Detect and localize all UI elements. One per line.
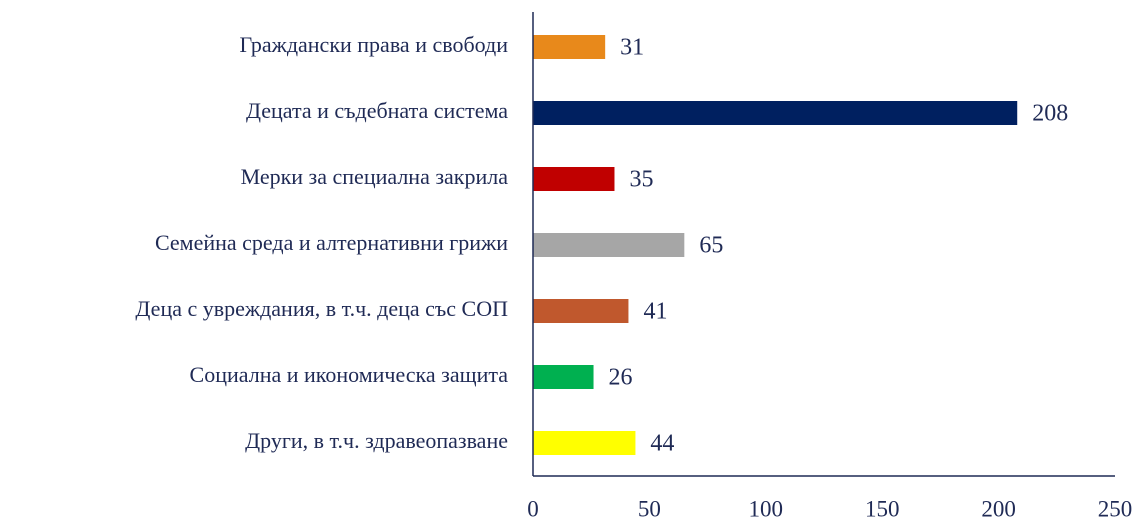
- value-label: 35: [629, 167, 653, 193]
- y-tick-label: Други, в т.ч. здравеопазване: [245, 428, 508, 453]
- x-tick-label: 250: [1098, 496, 1133, 521]
- value-label: 41: [643, 299, 667, 325]
- value-label: 44: [650, 431, 674, 457]
- y-tick-label: Граждански права и свободи: [240, 32, 509, 57]
- y-tick-label: Мерки за специална закрила: [241, 164, 509, 189]
- value-label: 26: [609, 365, 633, 391]
- y-tick-label: Деца с увреждания, в т.ч. деца със СОП: [135, 296, 508, 321]
- value-label: 65: [699, 233, 723, 259]
- x-tick-label: 100: [749, 496, 784, 521]
- bar: [533, 101, 1018, 125]
- bar: [533, 431, 636, 455]
- bar: [533, 35, 606, 59]
- bar: [533, 233, 685, 257]
- x-tick-label: 150: [865, 496, 900, 521]
- value-label: 31: [620, 35, 644, 61]
- x-tick-label: 200: [981, 496, 1016, 521]
- x-tick-label: 50: [638, 496, 661, 521]
- bar: [533, 167, 615, 191]
- y-tick-label: Социална и икономическа защита: [190, 362, 509, 387]
- bar: [533, 299, 629, 323]
- y-tick-label: Семейна среда и алтернативни грижи: [155, 230, 508, 255]
- bar: [533, 365, 594, 389]
- y-tick-label: Децата и съдебната система: [246, 98, 508, 123]
- value-label: 208: [1032, 101, 1068, 127]
- x-tick-label: 0: [527, 496, 539, 521]
